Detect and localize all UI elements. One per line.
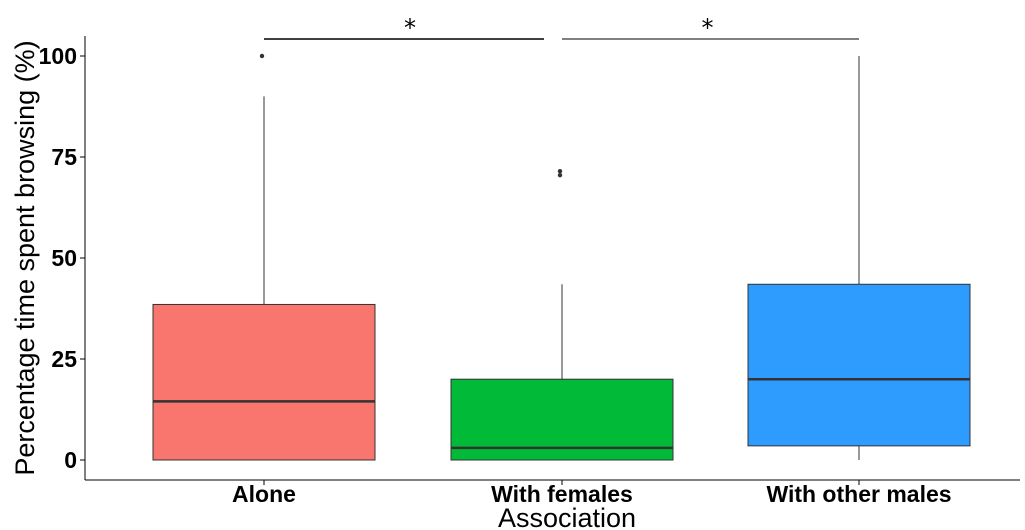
box-3 — [747, 56, 971, 460]
significance-label: * — [404, 14, 416, 42]
x-tick-label: With females — [491, 481, 633, 507]
plot-area: * * — [152, 14, 971, 461]
x-axis-title: Association — [498, 503, 636, 530]
outlier-point — [557, 172, 563, 178]
significance-bracket-1: * — [264, 14, 544, 42]
box-1 — [152, 53, 376, 461]
y-axis-title: Percentage time spent browsing (%) — [10, 40, 40, 475]
x-tick-label: Alone — [232, 481, 296, 507]
y-tick-label: 75 — [51, 144, 77, 170]
box-2 — [450, 168, 674, 461]
box-body — [747, 283, 971, 447]
significance-bracket-2: * — [562, 14, 859, 42]
significance-label: * — [702, 14, 714, 42]
y-tick-label: 25 — [51, 346, 77, 372]
outlier-point — [259, 53, 265, 59]
x-tick-label: With other males — [766, 481, 951, 507]
outlier-point — [557, 168, 563, 174]
y-tick-label: 0 — [64, 447, 77, 473]
y-tick-label: 100 — [39, 43, 77, 69]
y-tick-label: 50 — [51, 245, 77, 271]
box-body — [450, 378, 674, 461]
axes: 0 25 50 75 100 Alone With females With other ma… — [39, 36, 1020, 507]
box-body — [152, 303, 376, 461]
